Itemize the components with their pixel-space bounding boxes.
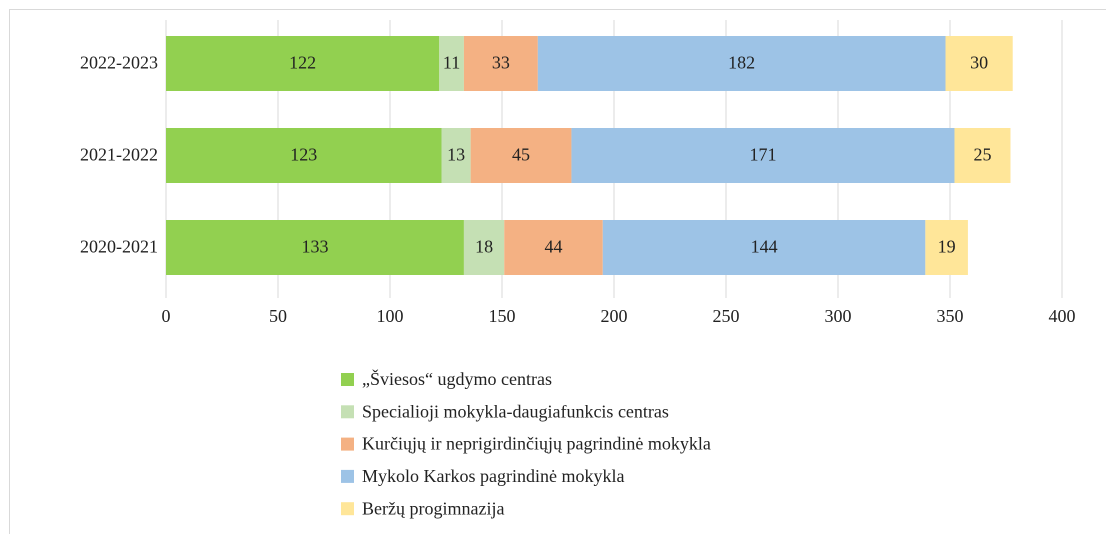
legend-swatch xyxy=(341,405,354,419)
legend-swatch xyxy=(341,469,354,483)
data-label: 13 xyxy=(447,145,465,165)
data-label: 182 xyxy=(728,53,755,73)
data-label: 122 xyxy=(289,53,316,73)
data-label: 44 xyxy=(545,237,563,257)
data-label: 30 xyxy=(970,53,988,73)
bar-segment xyxy=(537,36,946,91)
chart-border xyxy=(9,9,1106,534)
data-label: 123 xyxy=(290,145,317,165)
x-tick-label: 300 xyxy=(825,306,852,326)
y-tick-label: 2020-2021 xyxy=(80,237,158,257)
legend-swatch xyxy=(341,437,354,451)
bar-segment xyxy=(571,128,955,183)
x-tick-label: 50 xyxy=(269,306,287,326)
bar-segment xyxy=(441,128,471,183)
x-tick-label: 200 xyxy=(601,306,628,326)
x-tick-label: 400 xyxy=(1049,306,1076,326)
bar-segment xyxy=(602,220,926,275)
bar-segment xyxy=(945,36,1013,91)
bar-segment xyxy=(470,128,572,183)
x-tick-label: 100 xyxy=(377,306,404,326)
bar-segment xyxy=(439,36,464,91)
bar-segment xyxy=(166,220,464,275)
bar-segment xyxy=(463,36,538,91)
y-tick-label: 2022-2023 xyxy=(80,53,158,73)
data-label: 33 xyxy=(492,53,510,73)
legend-label: „Šviesos“ ugdymo centras xyxy=(362,368,552,389)
bar-segment xyxy=(954,128,1011,183)
bar-segment xyxy=(463,220,505,275)
bar-segment xyxy=(166,128,442,183)
bar-segment xyxy=(504,220,603,275)
x-tick-label: 350 xyxy=(937,306,964,326)
bar-segment xyxy=(925,220,968,275)
data-label: 45 xyxy=(512,145,530,165)
legend-label: Beržų progimnazija xyxy=(362,498,504,518)
legend-swatch xyxy=(341,502,354,516)
legend-label: Mykolo Karkos pagrindinė mokykla xyxy=(362,466,624,486)
y-tick-label: 2021-2022 xyxy=(80,145,158,165)
bar-segment xyxy=(166,36,440,91)
data-label: 25 xyxy=(973,145,991,165)
data-label: 133 xyxy=(301,237,328,257)
x-tick-label: 150 xyxy=(489,306,516,326)
legend-swatch xyxy=(341,373,354,386)
data-label: 19 xyxy=(938,237,956,257)
data-label: 18 xyxy=(475,237,493,257)
data-label: 11 xyxy=(443,53,460,73)
legend-label: Kurčiųjų ir neprigirdinčiųjų pagrindinė … xyxy=(362,434,711,454)
legend-label: Specialioji mokykla-daugiafunkcis centra… xyxy=(362,401,669,421)
x-tick-label: 250 xyxy=(713,306,740,326)
data-label: 144 xyxy=(751,237,778,257)
data-label: 171 xyxy=(749,145,776,165)
x-tick-label: 0 xyxy=(162,306,171,326)
